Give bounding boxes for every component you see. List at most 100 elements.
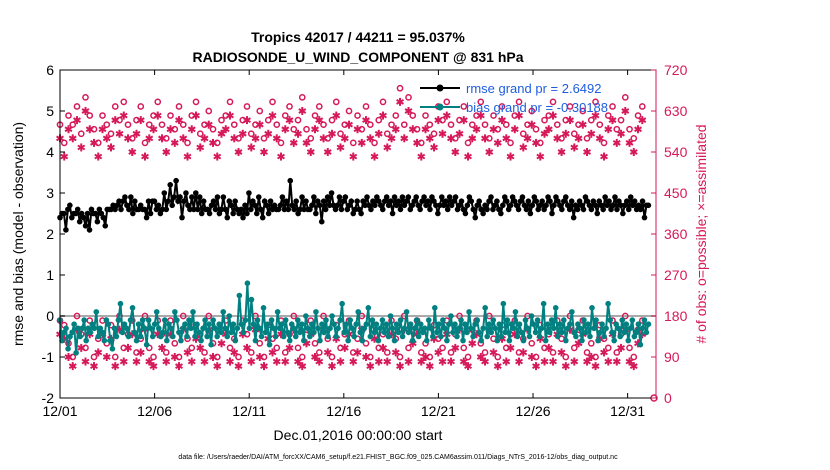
x-tick-label: 12/21 [421,403,456,419]
rmse-point [645,202,652,209]
bias-point [536,333,543,340]
obs-possible-marker [621,93,629,101]
obs-assimilated-marker [532,138,540,147]
bias-obs-assimilated-marker [604,357,613,366]
bias-obs-assimilated-marker [434,348,443,357]
bias-point [548,317,555,323]
rmse-point [155,202,162,209]
bias-point [528,313,535,319]
obs-assimilated-marker [204,120,213,129]
rmse-point [421,194,427,200]
bias-point [641,317,648,323]
bias-point [573,333,579,340]
bias-obs-assimilated-marker [260,362,268,371]
obs-assimilated-marker [345,120,353,129]
rmse-point [379,206,386,213]
rmse-point [76,218,83,225]
bias-point [286,337,293,344]
obs-possible-marker [600,139,608,147]
bias-point [448,313,454,319]
bias-obs-assimilated-marker [281,357,290,366]
bias-obs-assimilated-marker [540,357,549,366]
bias-point [147,325,154,332]
rmse-point [594,210,601,217]
rmse-point [316,202,323,209]
obs-possible-marker [375,116,383,124]
obs-assimilated-marker [255,120,264,129]
bias-obs-assimilated-marker [519,348,528,357]
axes-layer: -2 -1 0 1 2 3 4 5 6 0 90 180 270 360 450 540 630 720 12/01… [42,62,688,419]
bias-obs-assimilated-marker [438,357,447,366]
rmse-point [399,194,406,200]
bias-point [91,325,98,332]
bias-point [621,329,628,336]
rmse-point [389,210,396,217]
rmse-point [438,194,445,200]
bias-point [474,317,480,323]
obs-assimilated-marker [200,134,209,143]
obs-assimilated-marker [600,152,609,161]
bias-point [79,325,85,332]
rmse-point [206,210,213,217]
bias-point [317,337,323,344]
bias-point [242,317,249,323]
bias-point [605,300,611,307]
rmse-point [499,202,506,209]
legend-rmse-marker [436,84,444,92]
obs-assimilated-marker [289,138,298,147]
bias-point [149,333,156,340]
obs-possible-marker [349,139,357,147]
bias-point [520,337,527,344]
bias-point [542,337,549,344]
bias-point [230,321,237,328]
bias-point [544,321,551,328]
rmse-point [94,218,101,225]
obs-assimilated-marker [438,129,447,138]
bias-obs-assimilated-marker [515,357,523,366]
bias-point [305,325,311,332]
bias-obs-assimilated-marker [226,357,234,366]
rmse-point [191,206,197,213]
bias-point [77,333,83,340]
bias-obs-assimilated-marker [629,362,638,371]
obs-assimilated-marker [119,111,128,120]
bias-obs-assimilated-marker [391,348,400,357]
obs-assimilated-marker [230,134,239,143]
bias-point [516,321,523,328]
rmse-point [63,227,69,233]
obs-possible-marker [604,112,612,119]
bias-obs-assimilated-marker [111,362,120,371]
rmse-point [383,194,390,200]
obs-assimilated-marker [68,134,77,143]
rmse-point [173,177,179,184]
bias-point [383,321,390,328]
bias-point [95,333,102,340]
bias-obs-assimilated-marker [119,357,128,366]
bias-point [381,329,388,336]
bias-obs-possible-marker [247,349,255,356]
bias-point [232,337,239,344]
rmse-point [352,206,358,213]
obs-assimilated-marker [136,116,145,125]
bias-point [234,325,241,332]
rmse-point [472,214,479,221]
rmse-point [600,206,606,213]
bias-obs-possible-marker [179,312,187,320]
obs-possible-marker [273,121,281,129]
bias-obs-assimilated-marker [502,357,511,366]
obs-assimilated-marker [536,152,545,161]
bias-point [363,321,370,328]
bias-point [353,321,360,328]
bias-point [583,329,589,336]
y-left-tick-label: 3 [46,185,54,201]
rmse-point [437,202,443,209]
bias-obs-possible-marker [362,339,370,347]
obs-assimilated-marker [128,148,137,156]
obs-possible-marker [141,139,149,147]
bias-obs-assimilated-marker [587,353,596,361]
rmse-point [242,202,248,209]
obs-assimilated-marker [217,129,226,138]
rmse-point [639,198,646,204]
rmse-point [177,194,183,200]
obs-possible-marker [541,116,548,124]
